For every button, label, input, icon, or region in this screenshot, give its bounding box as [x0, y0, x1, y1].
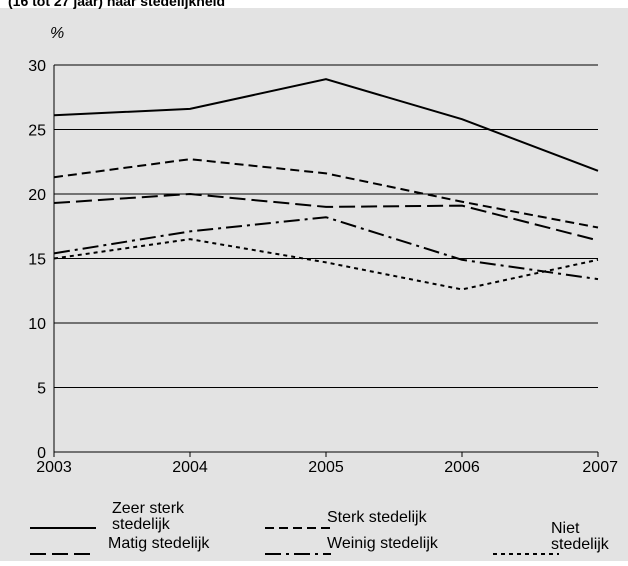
- x-tick-label: 2005: [308, 459, 344, 476]
- x-tick-label: 2006: [444, 459, 480, 476]
- y-tick-label: 20: [28, 187, 46, 204]
- y-tick-label: 25: [28, 123, 46, 140]
- y-axis-unit-label: %: [50, 25, 64, 42]
- series-line: [53, 238, 599, 291]
- x-tick-label: 2007: [582, 459, 618, 476]
- tick-labels: 0 5 10 15 20 25 30 2003 2004 2005 2006 2007: [28, 58, 618, 476]
- line-chart: 0 5 10 15 20 25 30 2003 2004 2005 2006 2007 % Zeer …: [28, 25, 618, 555]
- legend-label: Sterk stedelijk: [327, 509, 428, 526]
- legend-label: Matig stedelijk: [108, 535, 210, 552]
- y-tick-label: 30: [28, 58, 46, 75]
- legend: Zeer sterk stedelijk Sterk stedelijk Matig …: [30, 500, 610, 555]
- x-tick-label: 2004: [172, 459, 208, 476]
- legend-label: Zeer sterk stedelijk: [112, 500, 185, 533]
- series-lines: [53, 78, 599, 291]
- gridlines: [54, 64, 598, 453]
- x-tick-label: 2003: [36, 459, 72, 476]
- y-tick-label: 5: [37, 381, 46, 398]
- chart-caption-text: (16 tot 27 jaar) naar stedelijkheid: [8, 0, 226, 9]
- legend-label: Niet stedelijk: [551, 520, 610, 553]
- chart-caption: (16 tot 27 jaar) naar stedelijkheid: [8, 0, 225, 13]
- series-line: [53, 192, 599, 242]
- y-tick-label: 15: [28, 252, 46, 269]
- series-line: [53, 158, 599, 229]
- series-line: [53, 216, 599, 281]
- y-tick-label: 10: [28, 316, 46, 333]
- series-line: [53, 78, 599, 172]
- y-tick-label: 0: [37, 445, 46, 462]
- legend-label: Weinig stedelijk: [327, 535, 439, 552]
